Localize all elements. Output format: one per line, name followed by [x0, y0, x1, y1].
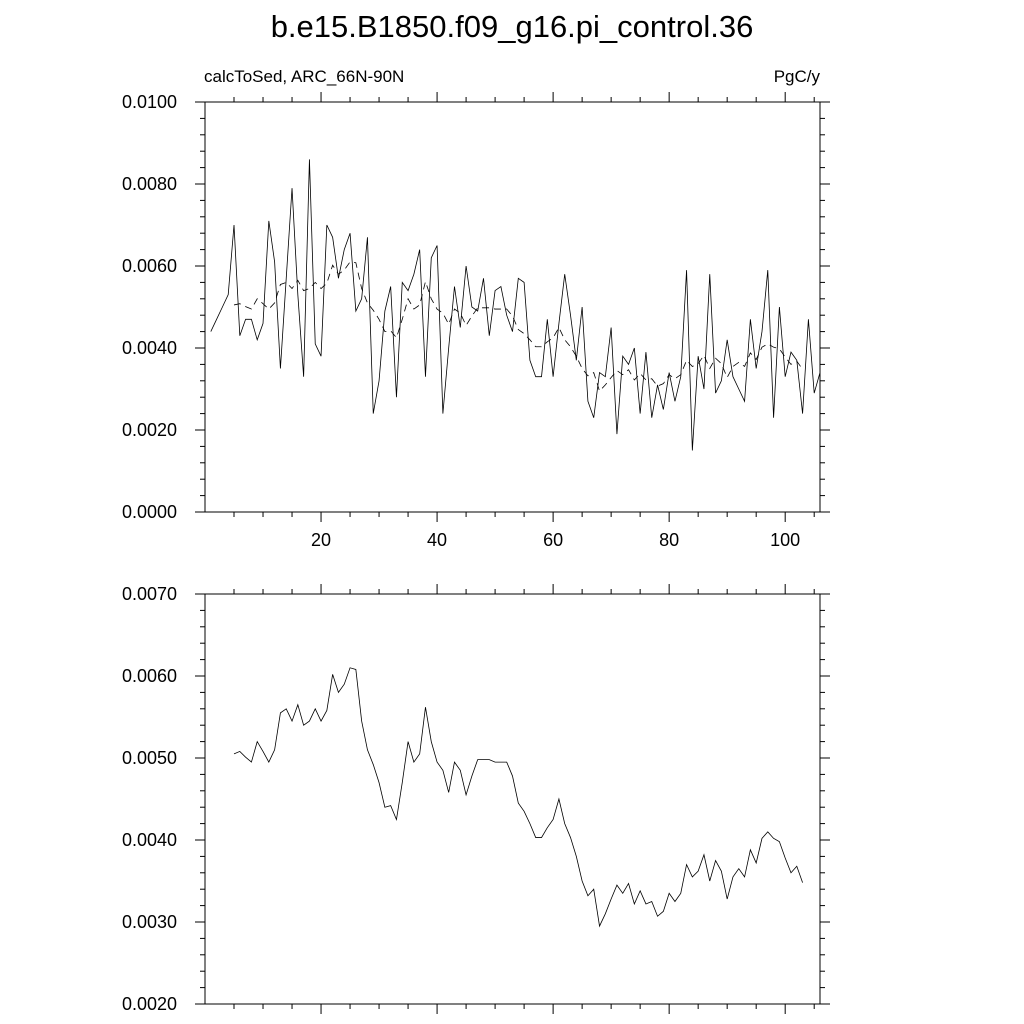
- top-tick-labels: 0.0000 0.0020 0.0040 0.0060 0.0080 0.0100 20 40…: [122, 92, 800, 550]
- top-x-tick-label: 100: [770, 530, 800, 550]
- bottom-y-tick-label: 0.0040: [122, 830, 177, 850]
- top-y-tick-label: 0.0020: [122, 420, 177, 440]
- top-y-tick-label: 0.0100: [122, 92, 177, 112]
- top-panel: calcToSed, ARC_66N-90N PgC/y 0.0000 0.002…: [122, 67, 830, 550]
- top-y-tick-label: 0.0040: [122, 338, 177, 358]
- top-series-dashed-line: [233, 261, 803, 392]
- top-y-tick-label: 0.0000: [122, 502, 177, 522]
- bottom-tick-marks: [195, 584, 830, 1014]
- bottom-series-solid-line: [233, 667, 803, 928]
- top-x-tick-label: 60: [543, 530, 563, 550]
- top-series-group: [210, 159, 821, 451]
- bottom-y-tick-label: 0.0070: [122, 584, 177, 604]
- bottom-plot-frame: [204, 593, 821, 1005]
- top-panel-left-label: calcToSed, ARC_66N-90N: [204, 67, 404, 86]
- top-y-tick-label: 0.0080: [122, 174, 177, 194]
- top-series-solid-line: [210, 159, 821, 451]
- top-x-tick-label: 80: [659, 530, 679, 550]
- bottom-y-tick-label: 0.0060: [122, 666, 177, 686]
- bottom-y-tick-label: 0.0020: [122, 994, 177, 1014]
- bottom-series-group: [233, 667, 803, 928]
- bottom-panel: 0.0020 0.0030 0.0040 0.0050 0.0060 0.0070: [122, 584, 830, 1014]
- figure-title: b.e15.B1850.f09_g16.pi_control.36: [271, 9, 754, 44]
- bottom-y-tick-label: 0.0050: [122, 748, 177, 768]
- top-x-tick-label: 40: [427, 530, 447, 550]
- bottom-tick-labels: 0.0020 0.0030 0.0040 0.0050 0.0060 0.0070: [122, 584, 177, 1014]
- bottom-y-tick-label: 0.0030: [122, 912, 177, 932]
- top-x-tick-label: 20: [311, 530, 331, 550]
- top-plot-frame: [204, 101, 821, 513]
- top-panel-right-label: PgC/y: [774, 67, 821, 86]
- top-y-tick-label: 0.0060: [122, 256, 177, 276]
- top-tick-marks: [195, 92, 830, 522]
